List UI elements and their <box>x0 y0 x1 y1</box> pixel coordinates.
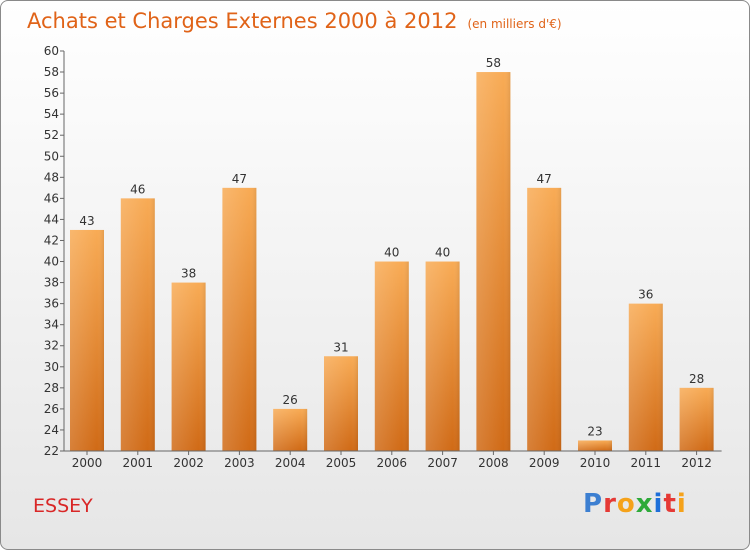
y-axis: 22 24 26 28 30 32 34 36 38 40 42 44 46 48 50 52 54 56 58 60 <box>44 44 65 458</box>
x-tick-label: 2011 <box>631 456 662 470</box>
x-tick-label: 2003 <box>224 456 255 470</box>
y-tick-label: 42 <box>44 233 59 247</box>
y-tick-label: 28 <box>44 381 59 395</box>
y-tick-label: 26 <box>44 402 59 416</box>
x-tick-label: 2010 <box>580 456 611 470</box>
bar-value-label: 36 <box>638 288 653 302</box>
x-tick-label: 2012 <box>681 456 712 470</box>
bar-value-label: 40 <box>435 246 450 260</box>
chart-title-text: Achats et Charges Externes 2000 à 2012 <box>27 9 458 33</box>
y-tick-label: 48 <box>44 170 59 184</box>
chart-unit: (en milliers d'€) <box>467 17 562 31</box>
bar-shade <box>628 303 663 451</box>
x-tick-label: 2004 <box>275 456 306 470</box>
bar-shade <box>476 72 511 451</box>
bar-value-label: 46 <box>130 182 145 196</box>
bar-shade <box>374 261 409 451</box>
y-tick-label: 56 <box>44 86 59 100</box>
bar-value-label: 40 <box>384 246 399 260</box>
x-tick-label: 2000 <box>72 456 103 470</box>
bar-value-label: 58 <box>486 56 501 70</box>
bar-shade <box>679 387 714 451</box>
y-tick-label: 34 <box>44 318 59 332</box>
bars: 43 46 38 47 26 31 40 40 58 47 23 36 28 <box>70 56 714 451</box>
bar-value-label: 43 <box>79 214 94 228</box>
bar-shade <box>171 282 206 451</box>
y-tick-label: 54 <box>44 107 59 121</box>
y-tick-label: 24 <box>44 423 59 437</box>
bar-shade <box>425 261 460 451</box>
y-tick-label: 46 <box>44 191 59 205</box>
y-tick-label: 58 <box>44 65 59 79</box>
bar-value-label: 31 <box>333 340 348 354</box>
y-tick-label: 60 <box>44 44 59 58</box>
bar-value-label: 23 <box>587 424 602 438</box>
bar-value-label: 47 <box>537 172 552 186</box>
x-tick-label: 2008 <box>478 456 509 470</box>
x-tick-label: 2002 <box>173 456 204 470</box>
bar-shade <box>527 187 562 451</box>
bar-shade <box>120 198 155 451</box>
bar-value-label: 47 <box>232 172 247 186</box>
bar-shade <box>70 229 104 451</box>
x-tick-label: 2001 <box>123 456 154 470</box>
bar-value-label: 26 <box>283 393 298 407</box>
y-tick-label: 50 <box>44 149 59 163</box>
proxiti-logo: Proxiti <box>583 489 687 519</box>
y-tick-label: 30 <box>44 360 59 374</box>
y-tick-label: 22 <box>44 444 59 458</box>
y-tick-label: 36 <box>44 297 59 311</box>
bar-value-label: 28 <box>689 372 704 386</box>
bar-shade <box>578 440 612 451</box>
bar-value-label: 38 <box>181 267 196 281</box>
bar-shade <box>324 356 358 451</box>
city-name: ESSEY <box>33 495 93 517</box>
y-tick-label: 32 <box>44 339 59 353</box>
bar-shade <box>222 187 257 451</box>
x-tick-label: 2005 <box>326 456 357 470</box>
y-tick-label: 40 <box>44 255 59 269</box>
x-tick-label: 2007 <box>427 456 458 470</box>
bar-shade <box>273 408 308 451</box>
x-tick-label: 2009 <box>529 456 560 470</box>
x-axis: 2000 2001 2002 2003 2004 2005 2006 2007 2008 2009… <box>64 450 722 470</box>
chart-title: Achats et Charges Externes 2000 à 2012 (e… <box>27 9 562 33</box>
y-tick-label: 38 <box>44 276 59 290</box>
y-tick-label: 44 <box>44 212 59 226</box>
x-tick-label: 2006 <box>377 456 408 470</box>
y-tick-label: 52 <box>44 128 59 142</box>
